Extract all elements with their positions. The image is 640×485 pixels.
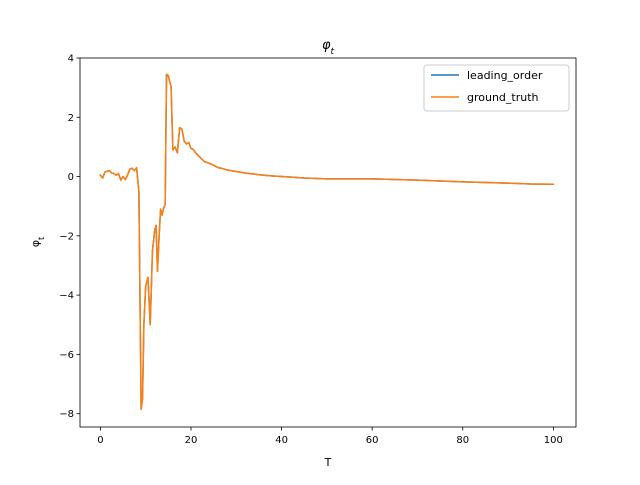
y-axis-label-sub: t bbox=[37, 237, 46, 240]
chart-title: φt bbox=[322, 38, 335, 57]
x-tick-label: 100 bbox=[544, 435, 563, 446]
x-axis-ticks: 0 20 40 60 80 100 bbox=[97, 427, 563, 446]
series-layer bbox=[99, 73, 555, 410]
x-tick-label: 20 bbox=[185, 435, 198, 446]
y-tick-label: 2 bbox=[68, 113, 74, 124]
y-tick-label: −4 bbox=[59, 291, 74, 302]
legend: leading_order ground_truth bbox=[423, 64, 570, 112]
y-tick-label: 0 bbox=[68, 172, 74, 183]
legend-label-ground-truth: ground_truth bbox=[467, 91, 539, 104]
y-axis-ticks: −8 −6 −4 −2 0 2 4 bbox=[59, 54, 80, 420]
y-tick-label: −6 bbox=[59, 350, 74, 361]
y-tick-label: −8 bbox=[59, 409, 74, 420]
chart-title-main: φ bbox=[322, 38, 331, 53]
x-tick-label: 0 bbox=[97, 435, 103, 446]
legend-label-leading-order: leading_order bbox=[467, 69, 543, 82]
x-axis-label: T bbox=[324, 456, 332, 469]
series-line-ground-truth bbox=[99, 73, 555, 410]
x-tick-label: 80 bbox=[456, 435, 469, 446]
y-tick-label: 4 bbox=[68, 54, 74, 65]
axes-frame bbox=[79, 57, 577, 428]
x-tick-label: 40 bbox=[275, 435, 288, 446]
legend-box bbox=[423, 64, 570, 112]
x-tick-label: 60 bbox=[366, 435, 379, 446]
y-tick-label: −2 bbox=[59, 231, 74, 242]
y-axis-label-main: φ bbox=[29, 240, 42, 247]
y-axis-label: φt bbox=[29, 237, 46, 247]
chart-title-sub: t bbox=[331, 47, 335, 57]
